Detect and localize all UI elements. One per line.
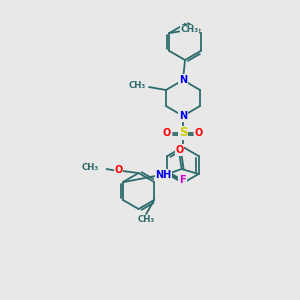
Text: CH₃: CH₃: [138, 215, 155, 224]
Text: O: O: [176, 145, 184, 155]
Text: O: O: [195, 128, 203, 138]
Text: CH₃: CH₃: [180, 26, 199, 34]
Text: F: F: [179, 175, 186, 185]
Text: N: N: [179, 111, 187, 121]
Text: O: O: [115, 165, 123, 175]
Text: S: S: [179, 127, 187, 140]
Text: NH: NH: [155, 170, 172, 180]
Text: CH₃: CH₃: [81, 164, 99, 172]
Text: N: N: [179, 75, 187, 85]
Text: CH₃: CH₃: [129, 82, 146, 91]
Text: O: O: [163, 128, 171, 138]
